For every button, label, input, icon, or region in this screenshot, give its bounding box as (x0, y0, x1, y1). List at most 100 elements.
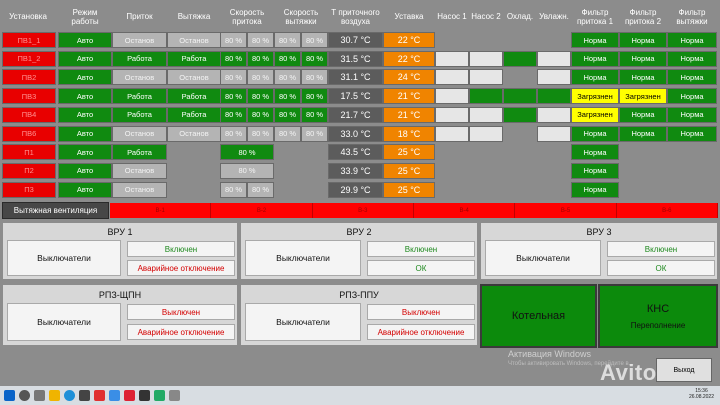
filter-vytyazhki: Норма (667, 32, 717, 48)
vent-segment[interactable]: В-5 (515, 203, 617, 218)
alarm-button[interactable]: Аварийное отключение (127, 260, 235, 276)
task-view-icon[interactable] (34, 390, 45, 401)
vent-segment[interactable]: В-4 (414, 203, 516, 218)
app-icon[interactable] (169, 390, 180, 401)
setpoint-value[interactable]: 25 °C (383, 144, 435, 161)
unit-name[interactable]: П2 (2, 162, 56, 179)
speed-pritok-1: 80 % (220, 106, 247, 123)
pritok-status[interactable]: Останов (112, 69, 167, 86)
status-button[interactable]: Выключен (127, 304, 235, 320)
panel-title: РПЗ-ППУ (339, 290, 379, 300)
filter-vytyazhki: Норма (667, 106, 717, 123)
mode-value[interactable]: Авто (58, 125, 112, 142)
pump-indicator-3 (503, 125, 537, 142)
pump-indicator-1 (435, 50, 469, 67)
pump-indicator-3 (503, 106, 537, 123)
status-button[interactable]: Выключен (367, 304, 475, 320)
windows-start-icon[interactable] (4, 390, 15, 401)
yandex-icon[interactable] (94, 390, 105, 401)
breakers-box: Выключатели (245, 240, 361, 276)
setpoint-value[interactable]: 18 °C (383, 125, 435, 142)
unit-name[interactable]: ПВ4 (2, 106, 56, 123)
vytyazhka-status[interactable]: Работа (167, 88, 221, 105)
mode-value[interactable]: Авто (58, 88, 112, 105)
pritok-status[interactable]: Работа (112, 50, 167, 67)
setpoint-value[interactable]: 25 °C (383, 181, 435, 198)
vytyazhka-status[interactable]: Останов (167, 125, 221, 142)
vent-segment[interactable]: В-2 (211, 203, 313, 218)
kns-block[interactable]: КНС Переполнение (598, 284, 718, 348)
speed-vytyazhki-2: 80 % (301, 50, 328, 67)
app-icon[interactable] (124, 390, 135, 401)
vytyazhka-status[interactable]: Останов (167, 69, 221, 86)
unit-name[interactable]: П1 (2, 144, 56, 161)
vytyazhka-status[interactable]: Работа (167, 50, 221, 67)
mode-value[interactable]: Авто (58, 144, 112, 161)
vent-segment[interactable]: В-6 (616, 203, 718, 218)
avito-watermark: Avito (600, 360, 657, 385)
speed-pritok-2: 80 % (247, 69, 274, 86)
app-icon[interactable] (154, 390, 165, 401)
setpoint-value[interactable]: 22 °C (383, 32, 435, 48)
breakers-box: Выключатели (7, 240, 121, 276)
filter-pritok-2: Норма (619, 69, 667, 86)
status-button[interactable]: Включен (607, 241, 715, 257)
mode-value[interactable]: Авто (58, 181, 112, 198)
kotelnaya-block[interactable]: Котельная (480, 284, 597, 348)
unit-name[interactable]: ПВ1_2 (2, 50, 56, 67)
header-skorost-vytyazhki: Скорость вытяжки (283, 7, 319, 26)
vytyazhka-status[interactable]: Останов (167, 32, 221, 48)
supply-air-temp: 29.9 °C (328, 181, 383, 198)
unit-name[interactable]: ПВ3 (2, 88, 56, 105)
store-icon[interactable] (79, 390, 90, 401)
vent-segment[interactable]: В-3 (312, 203, 414, 218)
status-button[interactable]: Включен (367, 241, 475, 257)
pritok-status[interactable]: Останов (112, 32, 167, 48)
unit-name[interactable]: П3 (2, 181, 56, 198)
vent-segment[interactable]: В-1 (110, 203, 212, 218)
unit-name[interactable]: ПВ2 (2, 69, 56, 86)
ok-button[interactable]: ОК (607, 260, 715, 276)
setpoint-value[interactable]: 24 °C (383, 69, 435, 86)
unit-name[interactable]: ПВ6 (2, 125, 56, 142)
pump-indicator-4 (537, 88, 571, 105)
exit-button[interactable]: Выход (656, 358, 712, 382)
setpoint-value[interactable]: 25 °C (383, 162, 435, 179)
pritok-status[interactable]: Работа (112, 106, 167, 123)
search-icon[interactable] (19, 390, 30, 401)
speed-pritok-1: 80 % (220, 32, 247, 48)
vytyazhka-status[interactable]: Работа (167, 106, 221, 123)
mode-value[interactable]: Авто (58, 50, 112, 67)
filter-pritok-1: Загрязнен (571, 88, 619, 105)
filter-pritok-2: Норма (619, 32, 667, 48)
unit-name[interactable]: ПВ1_1 (2, 32, 56, 48)
terminal-icon[interactable] (139, 390, 150, 401)
alarm-button[interactable]: Аварийное отключение (127, 324, 235, 340)
mode-value[interactable]: Авто (58, 69, 112, 86)
edge-icon[interactable] (64, 390, 75, 401)
pritok-status[interactable]: Работа (112, 88, 167, 105)
folder-icon[interactable] (49, 390, 60, 401)
panel-title: ВРУ 1 (107, 227, 133, 237)
speed-pritok-2: 80 % (247, 88, 274, 105)
mode-value[interactable]: Авто (58, 106, 112, 123)
speed-vytyazhki-1: 80 % (274, 125, 301, 142)
mode-value[interactable]: Авто (58, 32, 112, 48)
alarm-button[interactable]: Аварийное отключение (367, 324, 475, 340)
status-button[interactable]: Включен (127, 241, 235, 257)
app-icon[interactable] (109, 390, 120, 401)
mode-value[interactable]: Авто (58, 162, 112, 179)
setpoint-value[interactable]: 21 °C (383, 88, 435, 105)
setpoint-value[interactable]: 22 °C (383, 50, 435, 67)
header-ustavka: Уставка (394, 12, 424, 22)
filter-vytyazhki: Норма (667, 50, 717, 67)
pritok-status[interactable]: Останов (112, 162, 167, 179)
setpoint-value[interactable]: 21 °C (383, 106, 435, 123)
pritok-status[interactable]: Останов (112, 125, 167, 142)
supply-air-temp: 33.0 °C (328, 125, 383, 142)
pritok-status[interactable]: Останов (112, 181, 167, 198)
pritok-status[interactable]: Работа (112, 144, 167, 161)
speed-pritok-1: 80 % (220, 125, 247, 142)
ok-button[interactable]: ОК (367, 260, 475, 276)
panel-vru3: ВРУ 3 Выключатели Включен ОК (480, 222, 718, 280)
